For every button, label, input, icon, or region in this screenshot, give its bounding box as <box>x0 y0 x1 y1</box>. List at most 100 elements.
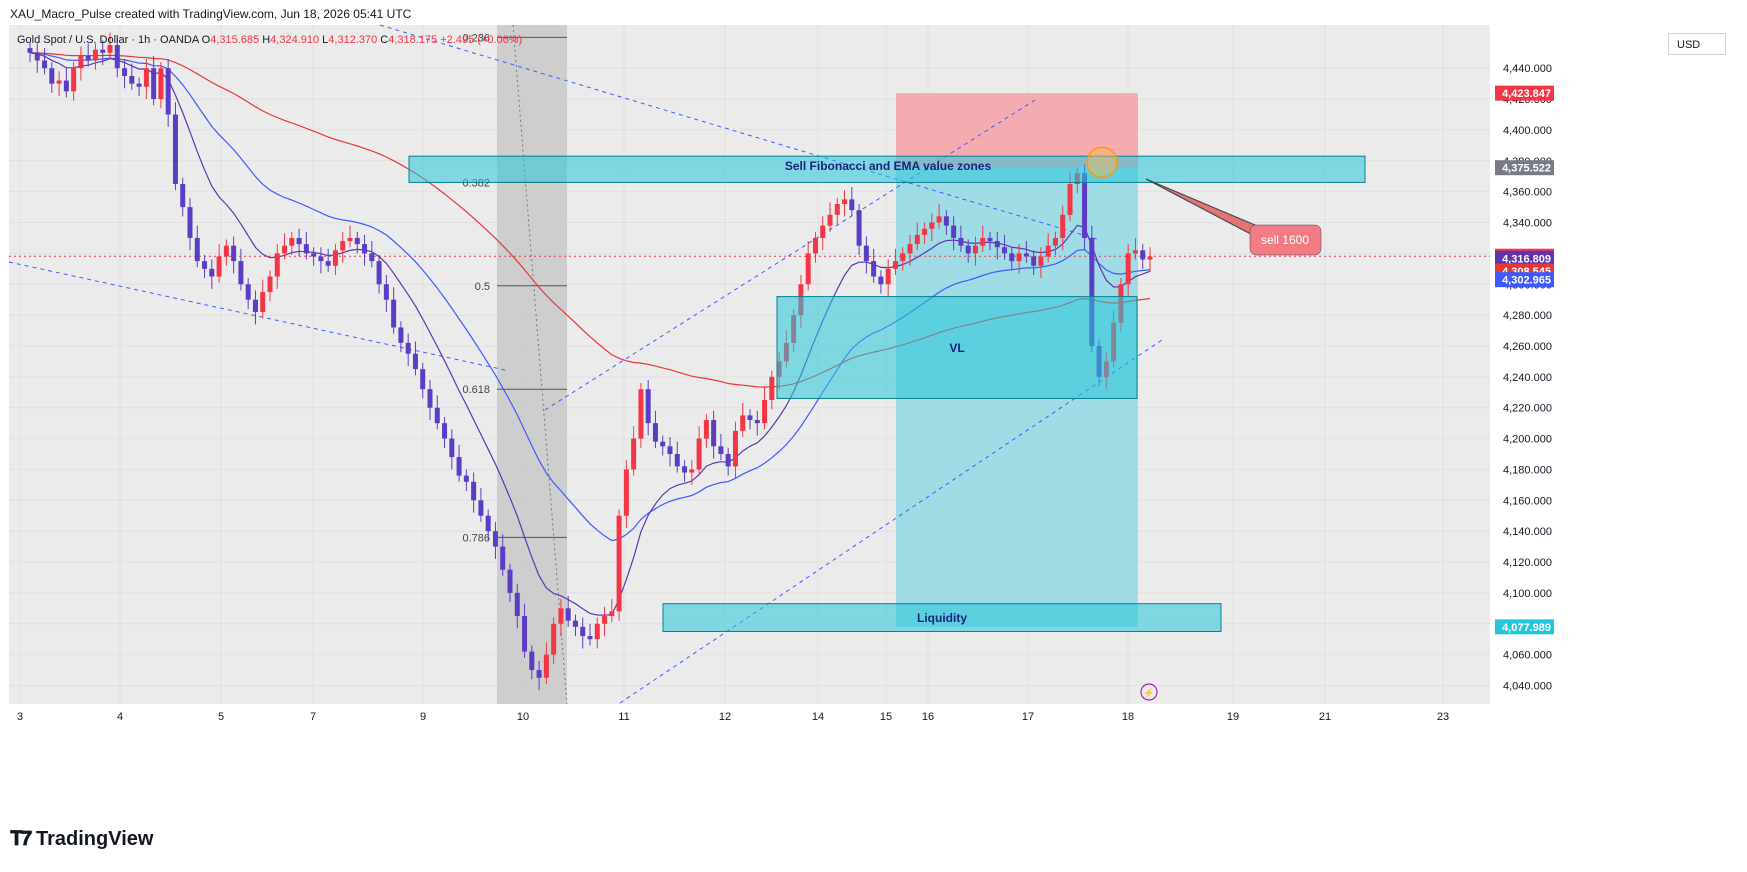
candle <box>143 68 149 87</box>
price-tick-label: 4,220.000 <box>1503 403 1552 415</box>
candle <box>92 49 98 61</box>
fib-level-label: 0.5 <box>475 281 490 293</box>
liquidity-zone-label: Liquidity <box>917 611 967 625</box>
candle <box>842 199 848 205</box>
candle <box>536 670 542 678</box>
time-tick-label: 7 <box>310 711 316 723</box>
candle <box>827 214 833 226</box>
candle <box>922 228 928 235</box>
liquidity-zone[interactable] <box>662 603 1222 632</box>
candle <box>594 623 600 640</box>
stop-loss-zone[interactable] <box>896 93 1138 168</box>
candle <box>1038 256 1044 266</box>
candle <box>420 369 426 390</box>
price-tick-label: 4,340.000 <box>1503 218 1552 230</box>
sell-zone[interactable] <box>408 155 1366 183</box>
candle <box>311 253 317 257</box>
price-label <box>1495 85 1554 101</box>
sell-zone-label: Sell Fibonacci and EMA value zones <box>785 159 992 173</box>
price-tick-label: 4,240.000 <box>1503 372 1552 384</box>
candle <box>492 531 498 547</box>
candle <box>558 608 564 624</box>
candle <box>943 216 949 226</box>
candle <box>754 420 760 424</box>
candle <box>318 256 324 262</box>
candle <box>136 83 142 87</box>
candle <box>245 284 251 300</box>
candle <box>369 253 375 262</box>
time-tick-label: 19 <box>1227 711 1239 723</box>
candle <box>1031 256 1037 266</box>
high-value: 4,324.910 <box>270 34 320 46</box>
candle <box>449 438 455 458</box>
price-tick-label: 4,260.000 <box>1503 341 1552 353</box>
alert-icon[interactable] <box>1140 683 1158 701</box>
time-tick-label: 9 <box>420 711 426 723</box>
candle <box>543 654 549 678</box>
price-axis-bg[interactable] <box>1490 25 1747 705</box>
candle <box>631 438 637 470</box>
candle <box>107 45 113 53</box>
candle <box>165 68 171 115</box>
candle <box>391 299 397 328</box>
time-tick-label: 11 <box>618 711 629 723</box>
price-label-text: 4,302.965 <box>1502 275 1551 287</box>
candle <box>1052 237 1058 246</box>
candle <box>398 327 404 343</box>
candle <box>958 237 964 246</box>
time-tick-label: 16 <box>922 711 934 723</box>
trendline-upper <box>379 24 1101 241</box>
vl-zone[interactable] <box>776 296 1138 399</box>
channel-line-upper <box>544 99 1036 411</box>
price-label <box>1495 272 1554 288</box>
candle <box>78 55 84 69</box>
candle <box>71 68 77 92</box>
fib-level-label: 0.236 <box>462 32 490 44</box>
tradingview-logo[interactable]: 𝐓𝟕 TradingView <box>10 828 153 851</box>
fib-trend-line <box>512 24 568 705</box>
candle <box>362 244 368 254</box>
candle <box>972 245 978 254</box>
candle <box>1089 237 1095 346</box>
candle <box>122 68 128 76</box>
candle <box>383 284 389 300</box>
candle <box>63 80 69 92</box>
plot-area[interactable] <box>9 25 1490 704</box>
candle <box>340 241 346 251</box>
candle <box>114 45 120 69</box>
candle <box>907 244 913 254</box>
symbol-legend: Gold Spot / U.S. Dollar · 1h · OANDA O4,… <box>17 34 522 46</box>
candle <box>332 250 338 266</box>
candle <box>267 276 273 292</box>
candle <box>747 415 753 421</box>
candle <box>485 515 491 532</box>
candle <box>936 216 942 223</box>
price-label-text: 4,077.989 <box>1502 622 1551 634</box>
currency-selector[interactable]: USD <box>1668 33 1726 55</box>
candle <box>856 210 862 246</box>
candle <box>609 611 615 617</box>
price-tick-label: 4,100.000 <box>1503 588 1552 600</box>
price-tick-label: 4,060.000 <box>1503 650 1552 662</box>
time-axis-bg[interactable] <box>9 705 1490 727</box>
candle <box>100 49 106 53</box>
callout-bubble[interactable] <box>1249 224 1322 256</box>
candle <box>725 454 731 467</box>
highlight-marker <box>1086 146 1118 179</box>
candle <box>1140 250 1146 260</box>
candle <box>223 245 229 257</box>
time-tick-label: 5 <box>218 711 224 723</box>
candle <box>522 616 528 652</box>
candle <box>151 68 157 100</box>
candle <box>1009 253 1015 262</box>
candle <box>442 423 448 439</box>
candle <box>762 399 768 424</box>
ema-mid-line <box>29 52 1151 542</box>
close-label: C <box>380 34 389 46</box>
candle <box>209 268 215 277</box>
candle <box>471 481 477 501</box>
high-label: H <box>262 34 271 46</box>
fib-level-label: 0.786 <box>462 532 490 544</box>
price-tick-label: 4,360.000 <box>1503 187 1552 199</box>
